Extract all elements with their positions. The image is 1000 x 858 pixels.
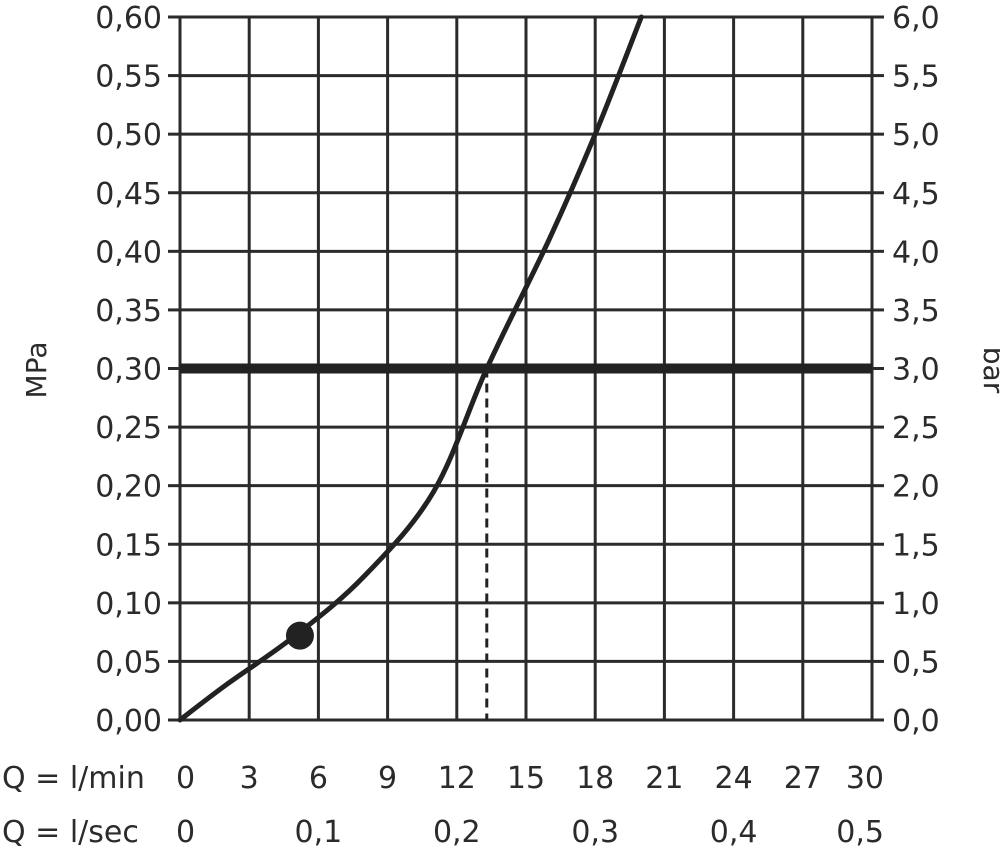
x-row-label-1: Q = l/sec [2,815,139,850]
right-axis-title: bar [977,347,1000,394]
right-tick-label-1: 0,5 [892,645,940,680]
right-tick-label-6: 3,0 [892,353,940,388]
x-axis-rows: Q = l/min 0 3 6 9 12 15 18 21 24 27 30 Q = l/sec 0 0,1… [2,761,884,850]
x-row-1-tick-label-2: 0,2 [433,815,481,850]
left-tick-label-6: 0,30 [95,353,162,388]
x-row-1-tick-label-1: 0,1 [295,815,343,850]
x-row-1-tick-label-0: 0 [176,815,195,850]
left-tick-label-5: 0,25 [95,411,162,446]
x-row-0-tick-label-8: 24 [715,761,753,796]
x-row-0-tick-label-1: 3 [240,761,259,796]
left-tick-label-3: 0,15 [95,528,162,563]
right-tick-label-11: 5,5 [892,60,940,95]
right-tick-label-2: 1,0 [892,587,940,622]
right-tick-label-5: 2,5 [892,411,940,446]
series-curve [177,14,644,723]
right-tick-label-8: 4,0 [892,235,940,270]
left-tick-label-9: 0,45 [95,177,162,212]
left-tick-label-12: 0,60 [95,1,162,36]
right-tick-label-9: 4,5 [892,177,940,212]
x-row-1-tick-label-4: 0,4 [710,815,758,850]
x-row-1-tick-label-5: 0,5 [836,815,884,850]
x-row-1-tick-label-3: 0,3 [571,815,619,850]
x-row-0-tick-label-5: 15 [507,761,545,796]
left-tick-label-11: 0,55 [95,60,162,95]
x-row-0-tick-label-3: 9 [378,761,397,796]
left-tick-label-0: 0,00 [95,704,162,739]
right-axis-tick-labels: 0,0 0,5 1,0 1,5 2,0 2,5 3,0 3,5 4,0 4,5 5,0 5,5 6,0 [892,1,940,739]
x-row-0-tick-label-2: 6 [309,761,328,796]
series-group [177,14,644,723]
right-tick-label-0: 0,0 [892,704,940,739]
right-tick-label-12: 6,0 [892,1,940,36]
right-tick-label-7: 3,5 [892,294,940,329]
left-axis-title: MPa [20,342,53,399]
x-row-0-tick-label-4: 12 [438,761,476,796]
right-tick-label-4: 2,0 [892,470,940,505]
marker-point [285,621,314,650]
reference-line-group [180,363,872,720]
x-row-0-tick-label-7: 21 [645,761,683,796]
x-row-0-tick-label-0: 0 [176,761,195,796]
x-row-label-0: Q = l/min [2,761,145,796]
left-tick-label-7: 0,35 [95,294,162,329]
x-row-0-tick-label-10: 30 [846,761,884,796]
left-tick-label-4: 0,20 [95,470,162,505]
left-tick-label-10: 0,50 [95,118,162,153]
x-row-0-tick-label-9: 27 [784,761,822,796]
left-axis-tick-labels: 0,00 0,05 0,10 0,15 0,20 0,25 0,30 0,35 0,40 0,45… [95,1,162,739]
left-tick-label-1: 0,05 [95,645,162,680]
right-tick-label-3: 1,5 [892,528,940,563]
left-tick-label-8: 0,40 [95,235,162,270]
right-tick-label-10: 5,0 [892,118,940,153]
left-tick-label-2: 0,10 [95,587,162,622]
x-row-0-tick-label-6: 18 [576,761,614,796]
